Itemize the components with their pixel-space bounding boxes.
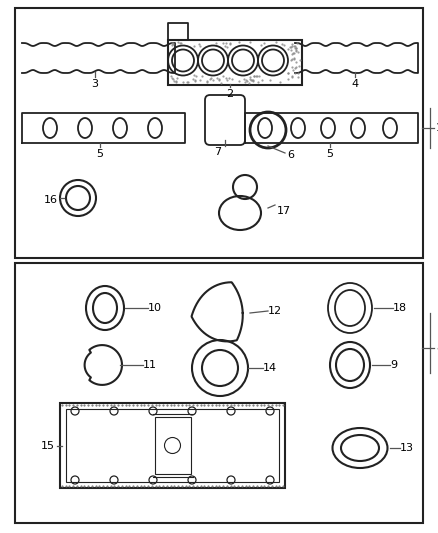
- Text: 7: 7: [215, 147, 222, 157]
- Text: 15: 15: [41, 441, 55, 451]
- Text: 2: 2: [226, 89, 233, 99]
- Text: 11: 11: [143, 360, 157, 370]
- Bar: [168, 40, 302, 85]
- Text: 8: 8: [436, 343, 438, 353]
- Text: 16: 16: [44, 195, 58, 205]
- Text: 6: 6: [287, 150, 294, 160]
- Bar: [66, 409, 279, 482]
- Bar: [15, 263, 423, 523]
- Bar: [60, 403, 285, 488]
- Bar: [15, 8, 423, 258]
- Text: 14: 14: [263, 363, 277, 373]
- Text: 5: 5: [326, 149, 333, 159]
- Text: 10: 10: [148, 303, 162, 313]
- Text: 5: 5: [96, 149, 103, 159]
- Text: 17: 17: [277, 206, 291, 216]
- Text: 4: 4: [351, 79, 359, 89]
- Text: 1: 1: [436, 123, 438, 133]
- Text: 9: 9: [390, 360, 397, 370]
- Text: 3: 3: [92, 79, 99, 89]
- Text: 18: 18: [393, 303, 407, 313]
- Bar: [155, 417, 191, 474]
- Text: 13: 13: [400, 443, 414, 453]
- Text: 12: 12: [268, 306, 282, 316]
